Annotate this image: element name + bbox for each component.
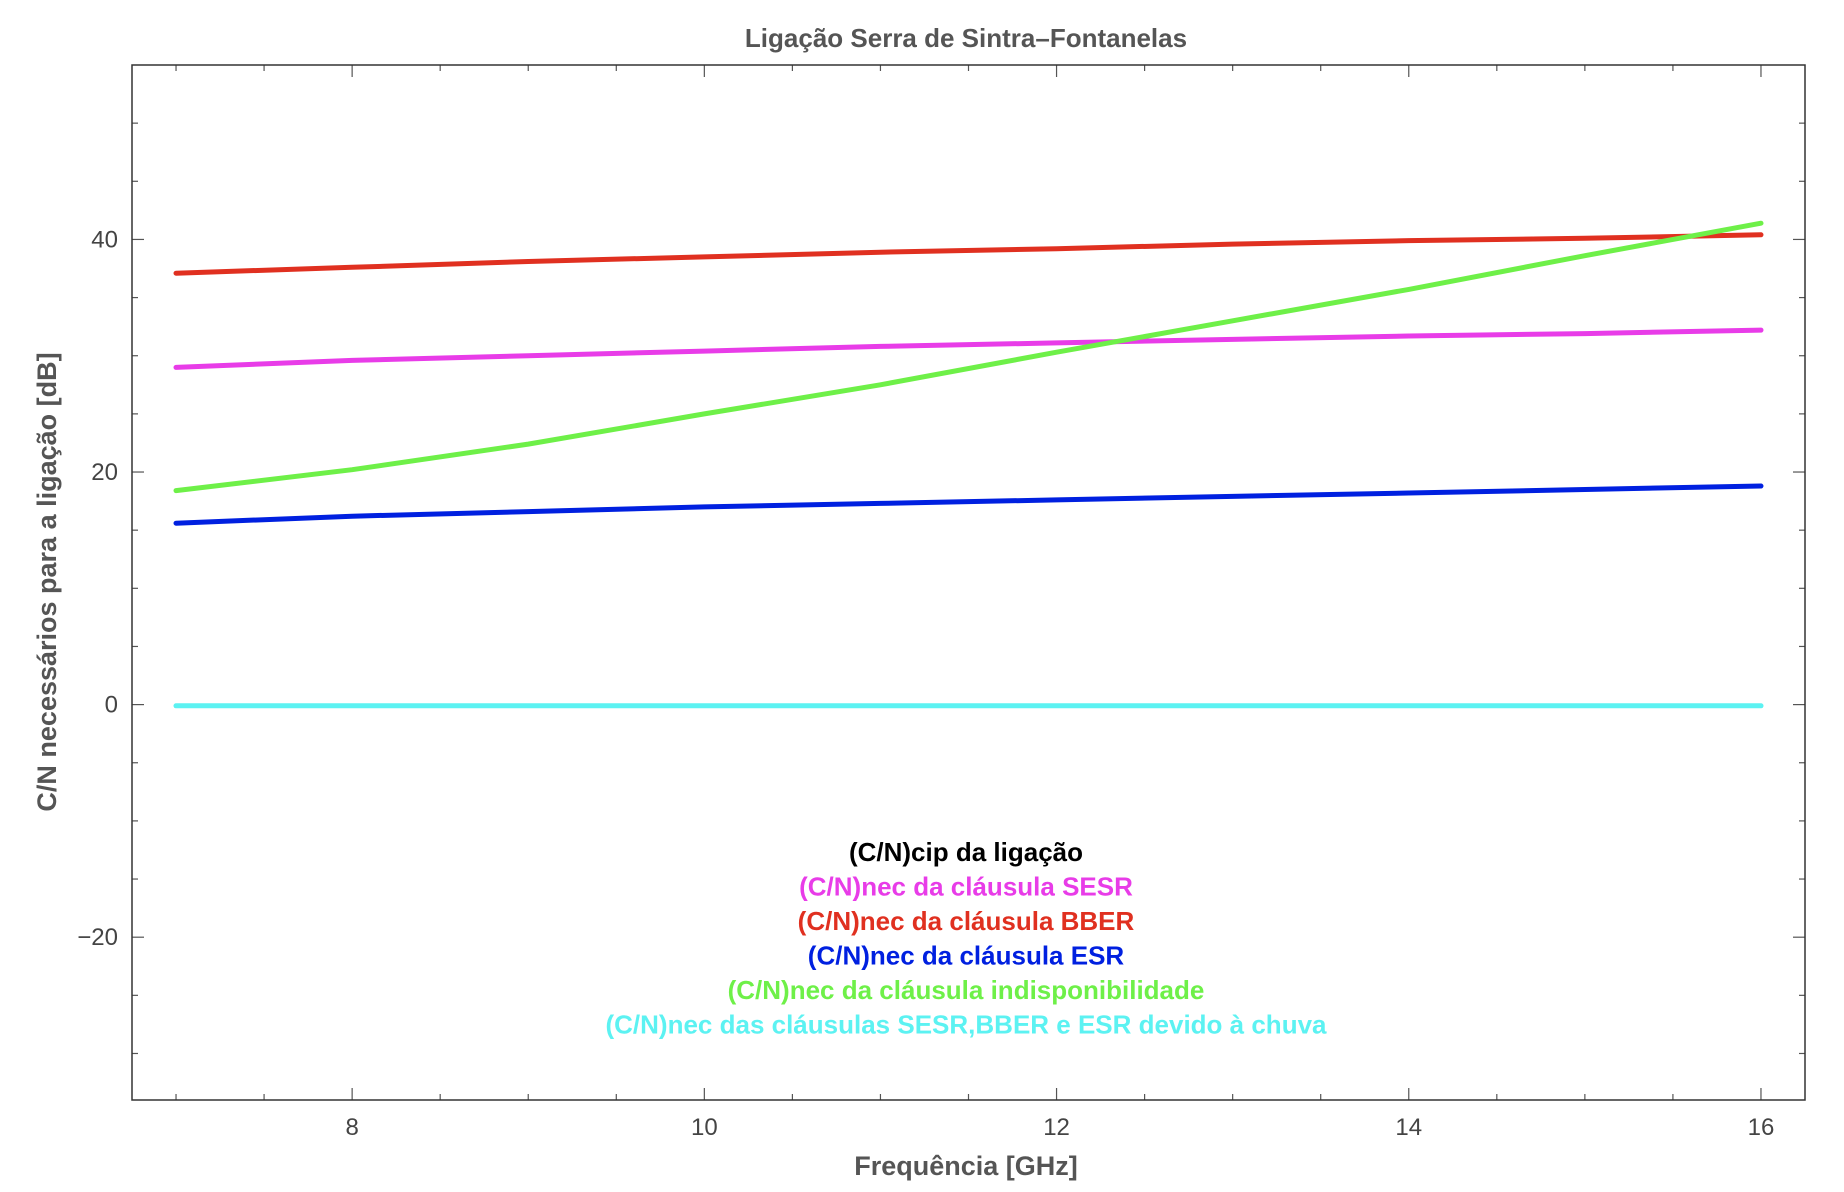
x-axis-label: Frequência [GHz]: [854, 1151, 1078, 1181]
y-tick-label: −20: [77, 924, 118, 951]
x-tick-label: 12: [1043, 1114, 1070, 1141]
legend-entry: (C/N)cip da ligação: [849, 837, 1083, 867]
legend-entry: (C/N)nec da cláusula ESR: [808, 941, 1125, 971]
series-line: [173, 232, 1764, 276]
legend-entry: (C/N)nec da cláusula indisponibilidade: [728, 975, 1205, 1005]
y-tick-label: 40: [91, 226, 118, 253]
tick-labels: 8 10 12 14 16 −20 0 20 40: [77, 226, 1774, 1141]
chart-title: Ligação Serra de Sintra–Fontanelas: [745, 23, 1187, 53]
x-tick-label: 8: [345, 1114, 358, 1141]
plot-frame: [131, 64, 1806, 1101]
series-line: [173, 220, 1764, 494]
tick-marks: [132, 65, 1805, 1100]
legend-entry: (C/N)nec da cláusula SESR: [799, 872, 1133, 902]
x-tick-label: 16: [1748, 1114, 1775, 1141]
legend-entry: (C/N)nec das cláusulas SESR,BBER e ESR d…: [605, 1010, 1327, 1040]
x-tick-label: 10: [691, 1114, 718, 1141]
x-tick-label: 14: [1395, 1114, 1422, 1141]
series-line: [173, 483, 1764, 526]
legend: (C/N)cip da ligação (C/N)nec da cláusula …: [605, 837, 1327, 1040]
series-lines: [173, 220, 1764, 709]
series-line: [173, 327, 1764, 370]
y-tick-label: 20: [91, 459, 118, 486]
y-axis-label: C/N necessários para a ligação [dB]: [32, 352, 62, 811]
y-tick-label: 0: [105, 692, 118, 719]
legend-entry: (C/N)nec da cláusula BBER: [798, 906, 1135, 936]
